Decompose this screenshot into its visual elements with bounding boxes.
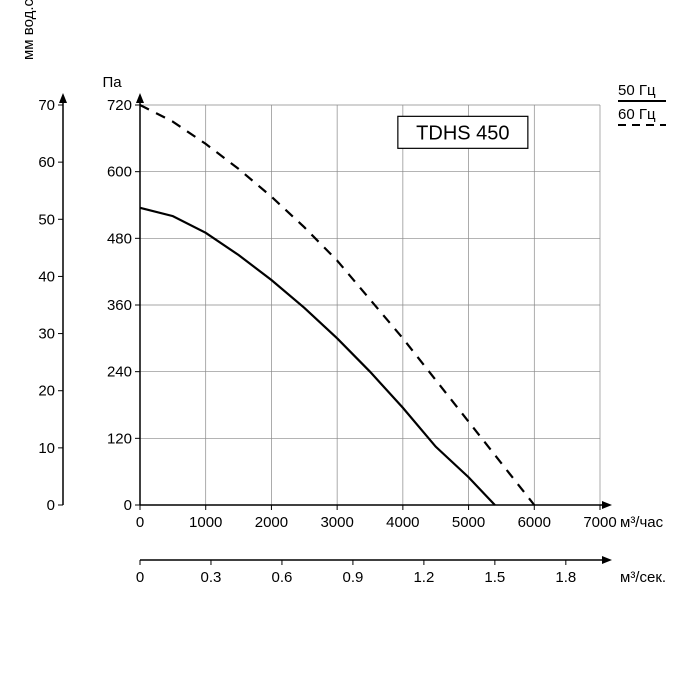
svg-text:720: 720 [107,97,132,114]
svg-text:1.8: 1.8 [555,569,576,586]
svg-text:6000: 6000 [518,514,551,531]
svg-text:600: 600 [107,164,132,181]
svg-text:Па: Па [102,74,122,91]
svg-text:м³/час: м³/час [620,514,664,531]
svg-text:0.6: 0.6 [272,569,293,586]
svg-text:0.9: 0.9 [342,569,363,586]
svg-text:10: 10 [38,440,55,457]
svg-text:0: 0 [47,497,55,514]
svg-text:60 Гц: 60 Гц [618,106,656,123]
svg-text:50: 50 [38,211,55,228]
svg-text:1000: 1000 [189,514,222,531]
svg-text:50 Гц: 50 Гц [618,82,656,99]
svg-text:70: 70 [38,97,55,114]
svg-text:60: 60 [38,154,55,171]
svg-text:1.2: 1.2 [413,569,434,586]
svg-text:0: 0 [136,569,144,586]
svg-text:мм вод.ст.: мм вод.ст. [20,0,37,60]
svg-text:м³/сек.: м³/сек. [620,569,666,586]
svg-text:40: 40 [38,268,55,285]
svg-text:360: 360 [107,297,132,314]
svg-text:1.5: 1.5 [484,569,505,586]
svg-text:3000: 3000 [320,514,353,531]
svg-text:30: 30 [38,326,55,343]
svg-text:TDHS 450: TDHS 450 [416,122,509,144]
svg-text:2000: 2000 [255,514,288,531]
svg-text:4000: 4000 [386,514,419,531]
svg-text:0: 0 [124,497,132,514]
svg-text:5000: 5000 [452,514,485,531]
svg-text:120: 120 [107,430,132,447]
svg-text:480: 480 [107,230,132,247]
fan-curve-chart: 0 10 20 30 40 50 60 70 мм вод.ст. 0 120 240 360 480 60… [0,0,700,700]
svg-text:0: 0 [136,514,144,531]
svg-text:240: 240 [107,364,132,381]
svg-text:7000: 7000 [583,514,616,531]
svg-text:0.3: 0.3 [201,569,222,586]
svg-text:20: 20 [38,383,55,400]
chart-container: 0 10 20 30 40 50 60 70 мм вод.ст. 0 120 240 360 480 60… [0,0,700,700]
